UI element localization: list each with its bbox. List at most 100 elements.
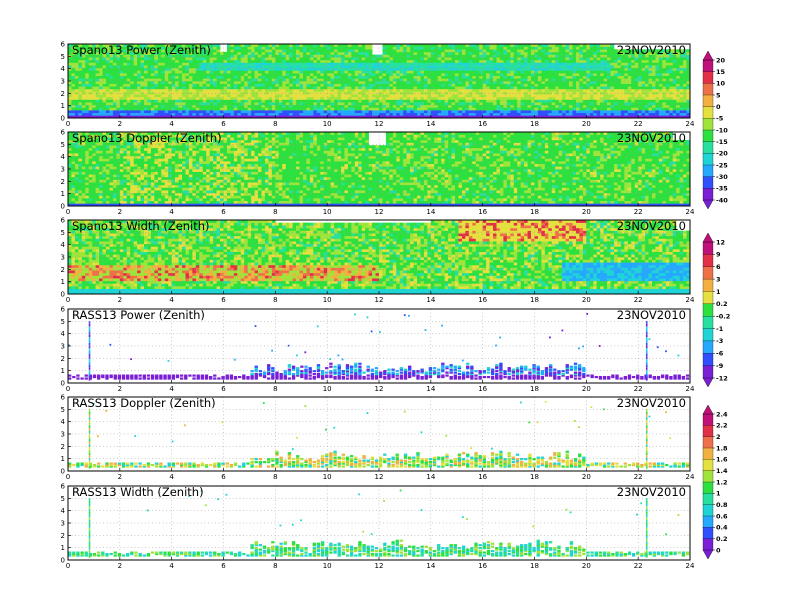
colorbar-label: -3 — [716, 337, 723, 345]
colorbar-segment — [702, 340, 714, 354]
x-tick-label: 12 — [375, 296, 384, 304]
y-tick-label: 2 — [61, 355, 65, 363]
y-tick-label: 0 — [61, 203, 65, 211]
panel-date: 23NOV2010 — [617, 131, 686, 145]
x-tick-label: 6 — [221, 385, 226, 393]
colorbar-segment — [702, 470, 714, 483]
colorbar-segment — [702, 447, 714, 460]
x-tick-label: 12 — [375, 120, 384, 128]
x-tick-label: 10 — [323, 562, 332, 570]
x-tick-label: 20 — [582, 473, 591, 481]
y-tick-label: 3 — [61, 431, 65, 439]
x-tick-label: 20 — [582, 562, 591, 570]
colorbar-label: 10 — [716, 80, 726, 88]
x-tick-label: 0 — [66, 208, 70, 216]
colorbar-doppler: 2.4 2.2 2 1.8 1.6 1.4 1.2 1 0.8 0.6 0.4 0.2 0 — [702, 404, 728, 560]
y-tick-label: 6 — [61, 129, 66, 137]
colorbar-label: 9 — [716, 251, 721, 259]
colorbar-bottom-arrow — [702, 377, 714, 388]
x-tick-label: 10 — [323, 385, 332, 393]
y-tick-label: 4 — [61, 418, 66, 426]
colorbar-label: 6 — [716, 263, 721, 271]
colorbar-label: 1.4 — [716, 467, 728, 475]
y-tick-label: 6 — [61, 483, 66, 491]
colorbar-label: 1 — [716, 288, 721, 296]
colorbar-segment — [702, 436, 714, 449]
colorbar-top-arrow — [702, 404, 714, 415]
x-tick-label: 4 — [169, 473, 174, 481]
x-tick-label: 24 — [686, 296, 695, 304]
x-tick-label: 2 — [118, 208, 122, 216]
colorbar-label: -35 — [716, 185, 728, 193]
colorbar-segment — [702, 278, 714, 292]
x-tick-label: 2 — [118, 562, 122, 570]
x-tick-label: 12 — [375, 208, 384, 216]
y-tick-label: 5 — [61, 53, 65, 61]
x-tick-label: 2 — [118, 473, 122, 481]
x-tick-label: 20 — [582, 120, 591, 128]
colorbar-label: -10 — [716, 126, 728, 134]
panel-title: Spano13 Width (Zenith) — [72, 219, 210, 233]
x-tick-label: 24 — [686, 473, 695, 481]
x-tick-label: 6 — [221, 208, 226, 216]
colorbar-label: 1.2 — [716, 478, 728, 486]
x-tick-label: 0 — [66, 385, 70, 393]
colorbar-segment — [702, 106, 714, 119]
x-tick-label: 22 — [634, 120, 643, 128]
colorbar-segment — [702, 71, 714, 84]
rass13-power-marks — [68, 313, 690, 381]
x-tick-label: 18 — [530, 562, 539, 570]
panel-title: RASS13 Doppler (Zenith) — [72, 396, 216, 410]
x-tick-label: 22 — [634, 473, 643, 481]
colorbar-segment — [702, 83, 714, 96]
y-tick-label: 1 — [61, 102, 65, 110]
x-tick-label: 2 — [118, 296, 122, 304]
rass13-width-marks — [68, 489, 690, 558]
y-tick-label: 2 — [61, 443, 65, 451]
colorbar-label: 12 — [716, 238, 725, 246]
x-tick-label: 12 — [375, 473, 384, 481]
y-tick-label: 5 — [61, 229, 65, 237]
y-tick-label: 6 — [61, 306, 66, 314]
colorbar-label: -0.2 — [716, 312, 730, 320]
colorbar-label: 3 — [716, 275, 721, 283]
y-tick-label: 5 — [61, 406, 65, 414]
y-tick-label: 1 — [61, 455, 65, 463]
x-tick-label: 18 — [530, 208, 539, 216]
colorbar-segment — [702, 141, 714, 154]
x-tick-label: 14 — [426, 562, 435, 570]
colorbar-segment — [702, 59, 714, 73]
colorbar-segment — [702, 413, 714, 426]
x-tick-label: 20 — [582, 385, 591, 393]
x-tick-label: 6 — [221, 473, 226, 481]
y-tick-label: 0 — [61, 380, 65, 388]
x-tick-label: 10 — [323, 208, 332, 216]
x-tick-label: 14 — [426, 208, 435, 216]
x-tick-label: 20 — [582, 208, 591, 216]
colorbar-segment — [702, 459, 714, 472]
colorbar-label: 0.8 — [716, 501, 728, 509]
x-tick-label: 24 — [686, 385, 695, 393]
panel-title: Spano13 Power (Zenith) — [72, 43, 211, 57]
panel-date: 23NOV2010 — [617, 308, 686, 322]
colorbar-label: -5 — [716, 115, 724, 123]
x-tick-label: 18 — [530, 296, 539, 304]
colorbar-segment — [702, 254, 714, 268]
x-tick-label: 4 — [169, 562, 174, 570]
colorbar-label: 0.4 — [716, 524, 728, 532]
colorbar-label: 0.2 — [716, 300, 728, 308]
colorbar-segment — [702, 316, 714, 330]
x-tick-label: 10 — [323, 296, 332, 304]
y-tick-label: 0 — [61, 557, 65, 565]
colorbar-label: -1 — [716, 325, 724, 333]
y-tick-label: 4 — [61, 65, 66, 73]
colorbar-segment — [702, 481, 714, 494]
x-tick-label: 14 — [426, 296, 435, 304]
x-tick-label: 8 — [273, 473, 277, 481]
y-tick-label: 1 — [61, 367, 65, 375]
panel-date: 23NOV2010 — [617, 219, 686, 233]
colorbar-segment — [702, 188, 714, 201]
colorbar-bottom-arrow — [702, 549, 714, 560]
x-tick-label: 16 — [478, 473, 487, 481]
